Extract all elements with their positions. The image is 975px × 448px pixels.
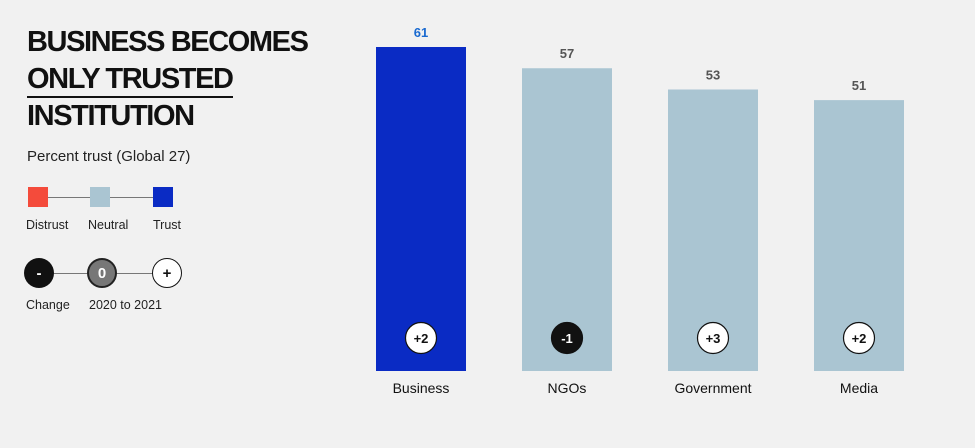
legend-trust-label: Trust	[153, 218, 182, 232]
change-badge-media	[842, 321, 876, 355]
bar-ngos	[522, 68, 612, 371]
legend-distrust-swatch	[28, 187, 48, 207]
change-badge-government	[696, 321, 730, 355]
legend-distrust-label: Distrust	[26, 218, 69, 232]
change-label-ngos: -1	[561, 331, 573, 346]
change-period-label: 2020 to 2021	[89, 298, 162, 312]
legend-neutral-swatch	[90, 187, 110, 207]
category-label-government: Government	[674, 380, 751, 396]
value-label-government: 53	[706, 67, 720, 82]
change-minus-icon: -	[24, 258, 54, 288]
legend-neutral-label: Neutral	[88, 218, 129, 232]
value-label-ngos: 57	[560, 46, 574, 61]
title-line-1: BUSINESS BECOMES	[27, 26, 309, 58]
change-label-media: +2	[852, 331, 867, 346]
chart-subtitle: Percent trust (Global 27)	[27, 148, 191, 165]
change-key-label: Change	[26, 298, 70, 312]
title-line-3: INSTITUTION	[27, 100, 195, 132]
value-label-media: 51	[852, 78, 866, 93]
category-label-business: Business	[393, 380, 450, 396]
change-label-government: +3	[706, 331, 721, 346]
value-label-business: 61	[414, 25, 428, 40]
bar-business	[376, 47, 466, 371]
change-badge-ngos	[550, 321, 584, 355]
legend-trust-swatch	[153, 187, 173, 207]
chart-title: BUSINESS BECOMES ONLY TRUSTED INSTITUTIO…	[27, 24, 309, 135]
change-label-business: +2	[414, 331, 429, 346]
title-line-2: ONLY TRUSTED	[27, 63, 234, 98]
change-zero-icon: 0	[87, 258, 117, 288]
change-plus-icon: +	[152, 258, 182, 288]
category-label-media: Media	[840, 380, 878, 396]
category-label-ngos: NGOs	[548, 380, 587, 396]
change-badge-business	[404, 321, 438, 355]
